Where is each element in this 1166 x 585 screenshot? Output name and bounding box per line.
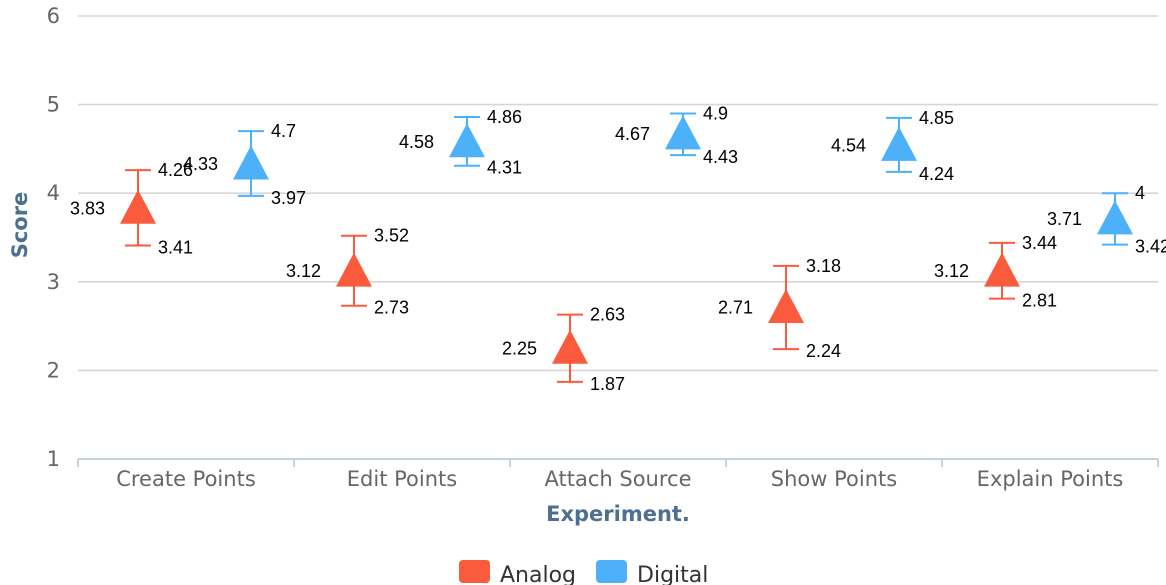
legend-label: Analog	[500, 563, 576, 585]
y-tick-label: 4	[47, 181, 60, 205]
data-point	[665, 115, 701, 150]
y-tick-label: 2	[47, 358, 60, 382]
data-label-value: 4.58	[399, 132, 434, 152]
x-tick-label: Explain Points	[977, 467, 1124, 491]
data-label-value: 3.12	[934, 261, 969, 281]
y-tick-label: 6	[47, 4, 60, 28]
series-layer: 4.26 3.41 3.83 3.52 2.73 3.12 2.63 1.87 2.25 3.18…	[70, 103, 1166, 393]
data-label-high: 3.52	[374, 226, 409, 246]
data-label-low: 1.87	[590, 374, 625, 394]
data-label-value: 4.54	[831, 135, 866, 155]
legend-item-analog[interactable]: Analog	[459, 560, 576, 585]
data-label-high: 4	[1135, 183, 1145, 203]
data-label-low: 3.41	[158, 237, 193, 257]
data-label-value: 3.71	[1047, 209, 1082, 229]
data-point	[984, 252, 1020, 287]
legend-swatch	[596, 560, 628, 583]
data-label-high: 2.63	[590, 305, 625, 325]
data-label-low: 4.24	[919, 164, 954, 184]
data-point	[881, 126, 917, 161]
y-tick-label: 3	[47, 270, 60, 294]
x-tick-label: Show Points	[771, 467, 897, 491]
y-axis-ticks: 1 2 3 4 5 6	[47, 4, 60, 471]
data-label-value: 2.25	[502, 338, 537, 358]
x-axis: Create Points Edit Points Attach Source Sho…	[77, 458, 1159, 491]
legend-label: Digital	[637, 563, 708, 585]
data-point	[120, 189, 156, 224]
data-label-low: 3.97	[271, 188, 306, 208]
data-label-value: 4.67	[615, 124, 650, 144]
data-point	[768, 288, 804, 323]
data-label-value: 2.71	[718, 297, 753, 317]
data-point	[336, 252, 372, 287]
data-label-value: 3.12	[286, 261, 321, 281]
data-label-low: 2.73	[374, 298, 409, 318]
y-axis-title: Score	[8, 192, 32, 259]
data-label-high: 4.26	[158, 160, 193, 180]
x-tick-label: Create Points	[116, 467, 256, 491]
data-label-value: 3.83	[70, 198, 105, 218]
data-label-low: 4.43	[703, 147, 738, 167]
y-tick-label: 1	[47, 447, 60, 471]
data-label-low: 4.31	[487, 158, 522, 178]
data-point	[449, 123, 485, 158]
x-tick-label: Attach Source	[545, 467, 692, 491]
legend[interactable]: Analog Digital	[459, 560, 708, 585]
data-label-low: 2.24	[806, 341, 841, 361]
data-label-high: 4.85	[919, 108, 954, 128]
data-label-low: 3.42	[1135, 237, 1166, 257]
data-label-low: 2.81	[1022, 291, 1057, 311]
series-digital: 4.7 3.97 4.33 4.86 4.31 4.58 4.9 4.43 4.67 4.85 4.…	[183, 103, 1166, 256]
y-tick-label: 5	[47, 93, 60, 117]
legend-swatch	[459, 560, 490, 583]
data-label-high: 4.9	[703, 103, 728, 123]
series-analog: 4.26 3.41 3.83 3.52 2.73 3.12 2.63 1.87 2.25 3.18…	[70, 160, 1057, 394]
x-axis-title: Experiment.	[546, 502, 690, 526]
x-tick-label: Edit Points	[347, 467, 457, 491]
data-label-value: 4.33	[183, 154, 218, 174]
data-point	[552, 329, 588, 364]
data-label-high: 4.86	[487, 107, 522, 127]
data-point	[233, 145, 269, 180]
data-label-high: 3.44	[1022, 233, 1057, 253]
legend-item-digital[interactable]: Digital	[596, 560, 708, 585]
grid-layer	[78, 15, 1158, 372]
data-label-high: 3.18	[806, 256, 841, 276]
data-point	[1097, 200, 1133, 235]
data-label-high: 4.7	[271, 121, 296, 141]
